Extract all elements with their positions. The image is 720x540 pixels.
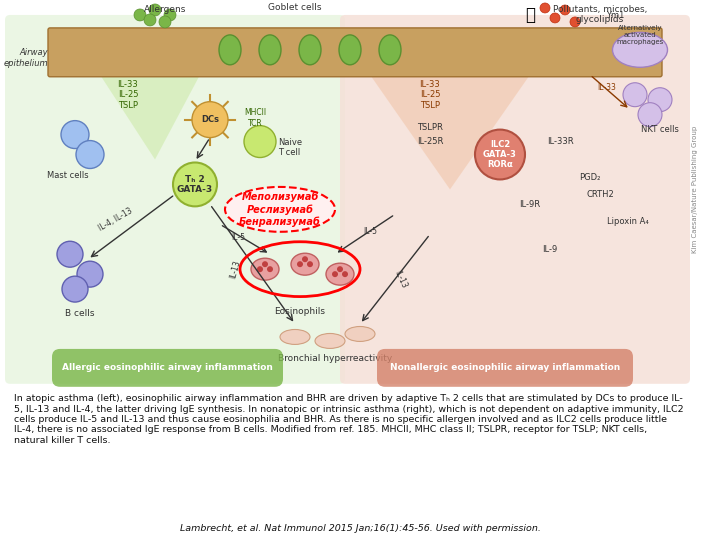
Text: B cells: B cells <box>66 309 95 318</box>
Ellipse shape <box>299 35 321 65</box>
Circle shape <box>61 120 89 148</box>
Ellipse shape <box>379 35 401 65</box>
Text: Allergens: Allergens <box>144 5 186 14</box>
Text: Airway
epithelium: Airway epithelium <box>4 48 48 68</box>
Text: Naive
T cell: Naive T cell <box>278 138 302 157</box>
FancyBboxPatch shape <box>340 15 690 384</box>
Text: Goblet cells: Goblet cells <box>269 3 322 12</box>
Text: IL-13: IL-13 <box>392 269 408 289</box>
Ellipse shape <box>339 35 361 65</box>
Text: IL-33
IL-25
TSLP: IL-33 IL-25 TSLP <box>117 80 138 110</box>
Text: Lambrecht, et al. Nat Immunol 2015 Jan;16(1):45-56. Used with permission.: Lambrecht, et al. Nat Immunol 2015 Jan;1… <box>179 524 541 532</box>
Ellipse shape <box>326 263 354 285</box>
Circle shape <box>337 266 343 272</box>
Text: MHCII
TCR: MHCII TCR <box>244 108 266 127</box>
Text: IL-9R: IL-9R <box>519 200 541 209</box>
Circle shape <box>244 126 276 158</box>
Text: In atopic asthma (left), eosinophilic airway inflammation and BHR are driven by : In atopic asthma (left), eosinophilic ai… <box>14 394 684 445</box>
Ellipse shape <box>345 327 375 341</box>
Circle shape <box>257 266 263 272</box>
Circle shape <box>540 3 550 13</box>
Ellipse shape <box>291 253 319 275</box>
Text: Allergic eosinophilic airway inflammation: Allergic eosinophilic airway inflammatio… <box>62 363 272 373</box>
Ellipse shape <box>225 187 335 232</box>
Ellipse shape <box>280 329 310 345</box>
Polygon shape <box>370 75 530 190</box>
Circle shape <box>307 261 313 267</box>
Circle shape <box>262 261 268 267</box>
Text: TSLPR: TSLPR <box>417 123 443 132</box>
Text: Nonallergic eosinophilic airway inflammation: Nonallergic eosinophilic airway inflamma… <box>390 363 620 373</box>
Text: IL-9: IL-9 <box>542 245 557 254</box>
Text: Pollutants, microbes,
glycolipids: Pollutants, microbes, glycolipids <box>553 5 647 24</box>
Circle shape <box>550 13 560 23</box>
Text: PGD₂: PGD₂ <box>580 173 600 182</box>
Circle shape <box>475 130 525 179</box>
Text: NKT cells: NKT cells <box>641 125 679 133</box>
Text: Меполизумаб
Реслизумаб
Бенрализумаб: Меполизумаб Реслизумаб Бенрализумаб <box>239 192 321 227</box>
Circle shape <box>57 241 83 267</box>
Text: 🚬: 🚬 <box>525 6 535 24</box>
Circle shape <box>159 16 171 28</box>
Text: IL-33R: IL-33R <box>546 137 573 146</box>
Circle shape <box>149 4 161 16</box>
Circle shape <box>192 102 228 138</box>
Circle shape <box>62 276 88 302</box>
Circle shape <box>76 140 104 168</box>
Text: Ym1: Ym1 <box>606 11 624 20</box>
Circle shape <box>144 14 156 26</box>
Text: Alternatively
activated
macrophages: Alternatively activated macrophages <box>616 25 664 45</box>
FancyBboxPatch shape <box>48 28 662 77</box>
Circle shape <box>560 5 570 15</box>
Text: IL-5: IL-5 <box>363 227 377 236</box>
Text: Mast cells: Mast cells <box>48 172 89 180</box>
Circle shape <box>173 163 217 206</box>
Text: IL-5: IL-5 <box>231 233 245 242</box>
Text: IL-4, IL-13: IL-4, IL-13 <box>96 206 133 233</box>
Text: CRTH2: CRTH2 <box>586 190 614 199</box>
Circle shape <box>570 17 580 27</box>
Text: IL-25R: IL-25R <box>417 137 444 146</box>
Circle shape <box>302 256 308 262</box>
Circle shape <box>164 9 176 21</box>
Circle shape <box>623 83 647 107</box>
Ellipse shape <box>315 334 345 348</box>
Circle shape <box>648 87 672 112</box>
Text: IL-13: IL-13 <box>228 259 242 279</box>
FancyBboxPatch shape <box>52 349 283 387</box>
Ellipse shape <box>613 32 667 68</box>
Circle shape <box>332 271 338 277</box>
Text: Bronchial hyperreactivity: Bronchial hyperreactivity <box>278 354 392 363</box>
Circle shape <box>342 271 348 277</box>
Text: Kim Caesar/Nature Publishing Group: Kim Caesar/Nature Publishing Group <box>692 126 698 253</box>
FancyBboxPatch shape <box>5 15 345 384</box>
Circle shape <box>134 9 146 21</box>
Ellipse shape <box>219 35 241 65</box>
FancyBboxPatch shape <box>377 349 633 387</box>
Circle shape <box>267 266 273 272</box>
Text: Eosinophils: Eosinophils <box>274 307 325 316</box>
Text: DCs: DCs <box>201 115 219 124</box>
Circle shape <box>77 261 103 287</box>
Text: IL-33: IL-33 <box>598 83 616 92</box>
Ellipse shape <box>259 35 281 65</box>
Circle shape <box>638 103 662 126</box>
Text: Tₕ 2
GATA-3: Tₕ 2 GATA-3 <box>177 175 213 194</box>
Text: Lipoxin A₄: Lipoxin A₄ <box>607 217 649 226</box>
Ellipse shape <box>251 258 279 280</box>
Text: IL-33
IL-25
TSLP: IL-33 IL-25 TSLP <box>420 80 441 110</box>
Polygon shape <box>100 75 200 159</box>
Text: ILC2
GATA-3
RORα: ILC2 GATA-3 RORα <box>483 140 517 170</box>
Circle shape <box>297 261 303 267</box>
